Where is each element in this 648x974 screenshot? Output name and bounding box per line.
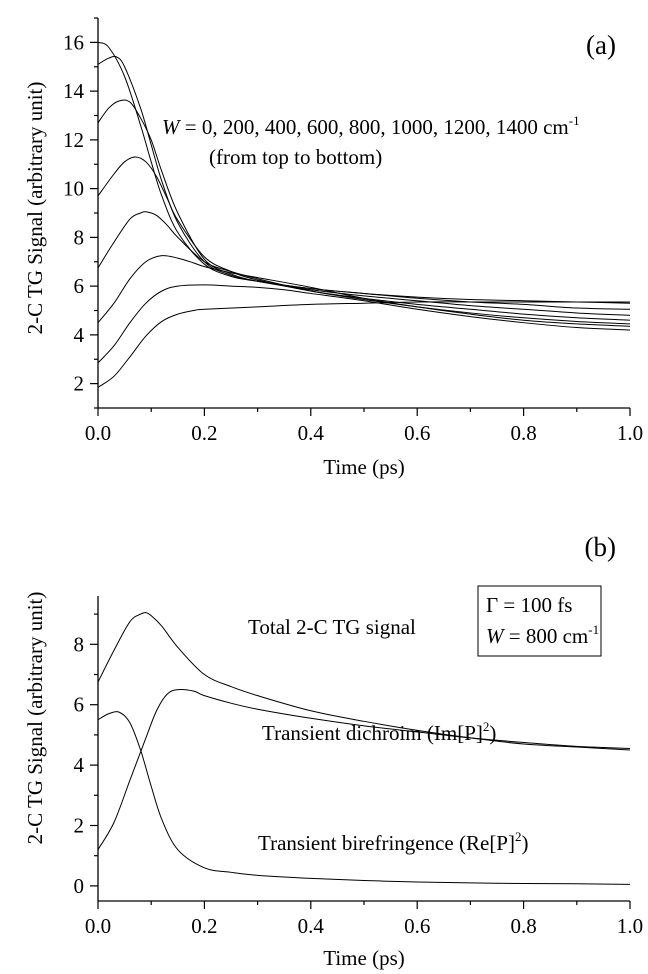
panel-a-y-tick-label: 4 [74,323,85,347]
panel-b-x-tick-label: 0.4 [298,914,325,938]
panel-a-series-line-4 [97,156,631,321]
panel-b-y-tick-label: 6 [74,693,85,717]
panel-a-series-line-8 [97,301,630,388]
panel-b-label-birefringence-end: ) [521,831,528,855]
panel-b-parameter-w-symbol: W [486,624,506,648]
panel-b-series-line-3 [97,711,631,885]
panel-a-series-line-7 [97,284,631,364]
panel-b-x-tick-label: 0.0 [85,914,111,938]
panel-b-label-dichroism: Transient dichroim (Im[P]2) [262,719,496,745]
panel-a-label: (a) [586,30,616,60]
panel-b: 2-C TG Signal (arbitrary unit) (b) Γ = 1… [23,532,643,970]
panel-a-annotation-values: = 0, 200, 400, 600, 800, 1000, 1200, 140… [180,115,569,139]
panel-a-series-line-2 [97,55,631,310]
panel-b-y-axis-title: 2-C TG Signal (arbitrary unit) [23,592,47,845]
panel-b-parameter-w-value: = 800 cm [504,624,589,648]
panel-b-y-tick-label: 2 [74,814,85,838]
panel-a-x-tick-label: 0.8 [510,421,536,445]
panel-a-y-tick-label: 2 [74,372,85,396]
panel-a-series-line-3 [97,99,631,316]
panel-a-y-axis-title: 2-C TG Signal (arbitrary unit) [23,82,47,335]
panel-b-x-tick-label: 1.0 [617,914,643,938]
panel-a-x-tick-label: 0.6 [404,421,430,445]
panel-b-y-tick-label: 0 [74,874,85,898]
panel-a-series-line-5 [97,211,631,325]
panel-b-label-birefringence: Transient birefringence (Re[P]2) [258,829,528,855]
panel-b-parameter-w-sup: -1 [588,622,599,637]
panel-a-x-tick-label: 0.2 [191,421,217,445]
panel-a-y-tick-label: 6 [74,274,85,298]
panel-a-x-axis-title: Time (ps) [323,455,405,479]
panel-a-y-tick-label: 8 [74,225,85,249]
panel-a-annotation-sup: -1 [569,113,580,128]
panel-b-parameter-box [477,585,602,657]
panel-a-x-tick-label: 1.0 [617,421,643,445]
panel-b-x-axis-title: Time (ps) [323,946,405,970]
panel-a-y-tick-label: 10 [63,177,84,201]
panel-b-label-dichroism-text: Transient dichroim (Im[P] [262,721,483,745]
panel-b-label-birefringence-text: Transient birefringence (Re[P] [258,831,515,855]
panel-a-annotation-w: W [162,115,182,139]
panel-a-x-tick-label: 0.0 [85,421,111,445]
panel-b-label-dichroism-sup: 2 [483,719,490,734]
panel-a-y-tick-label: 14 [63,79,85,103]
panel-b-x-tick-label: 0.2 [191,914,217,938]
panel-b-label-dichroism-end: ) [489,721,496,745]
panel-b-label-total: Total 2-C TG signal [248,615,416,639]
panel-b-x-tick-label: 0.8 [510,914,536,938]
panel-a-y-tick-label: 16 [63,30,84,54]
panel-b-label-birefringence-sup: 2 [515,829,522,844]
panel-b-label: (b) [585,532,616,562]
panel-b-parameter-gamma: Γ = 100 fs [486,593,572,617]
panel-a-annotation-line2: (from top to bottom) [209,145,382,169]
panel-b-y-tick-label: 8 [74,632,85,656]
panel-b-x-tick-label: 0.6 [404,914,430,938]
panel-b-y-tick-label: 4 [74,753,85,777]
panel-a-x-tick-label: 0.4 [298,421,325,445]
panel-b-series-line-2 [97,688,631,850]
panel-a: 2-C TG Signal (arbitrary unit) (a) W = 0… [23,17,643,479]
panel-a-series-line-1 [97,41,631,304]
panel-b-parameter-w: W = 800 cm-1 [486,622,599,648]
panel-a-annotation-line1: W = 0, 200, 400, 600, 800, 1000, 1200, 1… [162,113,580,139]
panel-a-y-tick-label: 12 [63,128,84,152]
panel-a-series-line-6 [97,255,631,327]
